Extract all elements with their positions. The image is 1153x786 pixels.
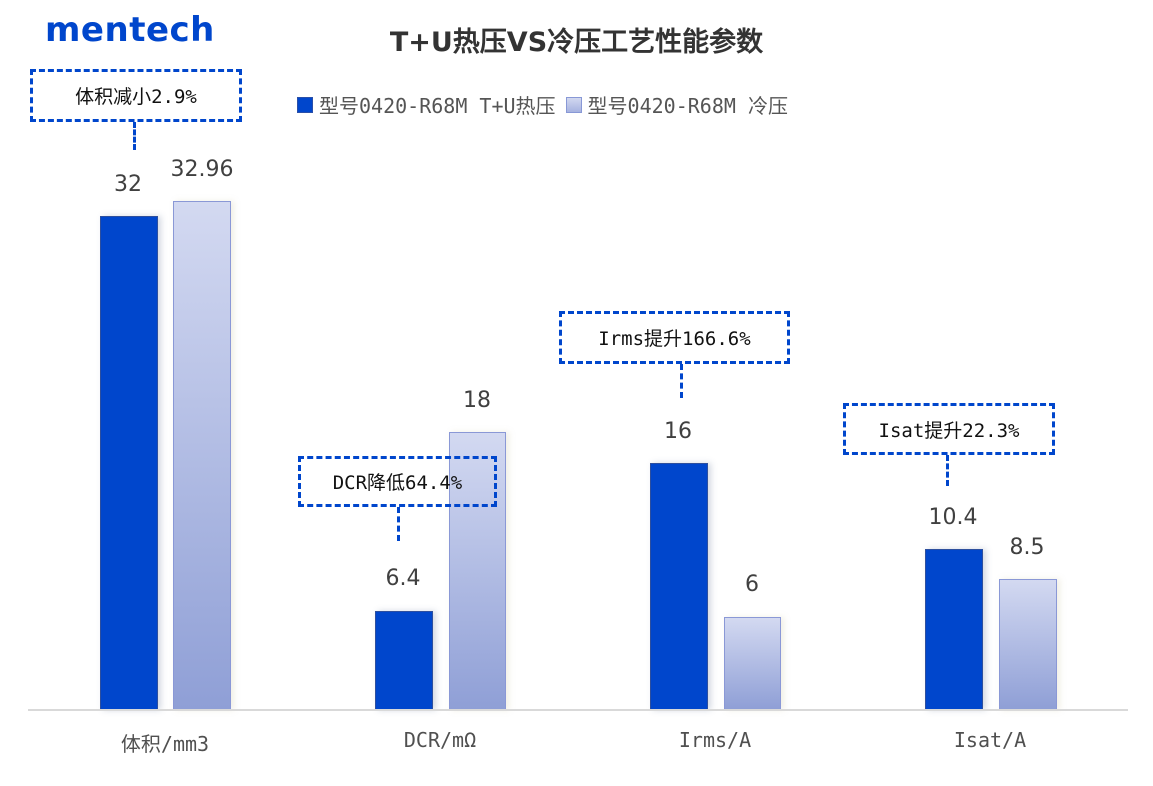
annotation-connector xyxy=(133,122,136,150)
bar-hot-irms xyxy=(650,463,708,710)
bar-cold-irms xyxy=(724,617,781,710)
annotation-irms: Irms提升166.6% xyxy=(559,311,790,364)
bar-hot-dcr xyxy=(375,611,433,710)
value-label: 6 xyxy=(745,572,759,597)
chart-legend: 型号0420-R68M T+U热压 型号0420-R68M 冷压 xyxy=(297,90,798,119)
legend-item-hot-press: 型号0420-R68M T+U热压 xyxy=(297,90,556,119)
brand-logo: mentech xyxy=(45,10,215,50)
legend-swatch-icon xyxy=(297,96,313,113)
annotation-connector xyxy=(680,364,683,398)
value-label: 8.5 xyxy=(1009,535,1045,560)
value-label: 6.4 xyxy=(385,566,421,591)
legend-item-cold-press: 型号0420-R68M 冷压 xyxy=(565,90,788,119)
bar-hot-isat xyxy=(925,549,983,710)
bar-hot-volume xyxy=(100,216,158,710)
category-label-volume: 体积/mm3 xyxy=(120,732,210,756)
legend-swatch-icon xyxy=(565,96,582,113)
value-label: 18 xyxy=(463,388,491,413)
value-label: 32 xyxy=(114,172,142,197)
category-label-irms: Irms/A xyxy=(678,728,752,752)
annotation-dcr: DCR降低64.4% xyxy=(298,456,497,507)
category-label-dcr: DCR/mΩ xyxy=(403,728,477,752)
value-label: 16 xyxy=(664,419,692,444)
chart-title: T+U热压VS冷压工艺性能参数 xyxy=(389,27,764,58)
x-axis-line xyxy=(28,709,1128,711)
annotation-isat: Isat提升22.3% xyxy=(843,403,1055,455)
annotation-connector xyxy=(397,507,400,541)
annotation-connector xyxy=(946,455,949,486)
value-label: 32.96 xyxy=(170,157,234,182)
annotation-volume: 体积减小2.9% xyxy=(30,69,242,122)
category-label-isat: Isat/A xyxy=(953,728,1027,752)
value-label: 10.4 xyxy=(928,505,978,530)
bar-cold-isat xyxy=(999,579,1057,710)
bar-cold-volume xyxy=(173,201,231,710)
